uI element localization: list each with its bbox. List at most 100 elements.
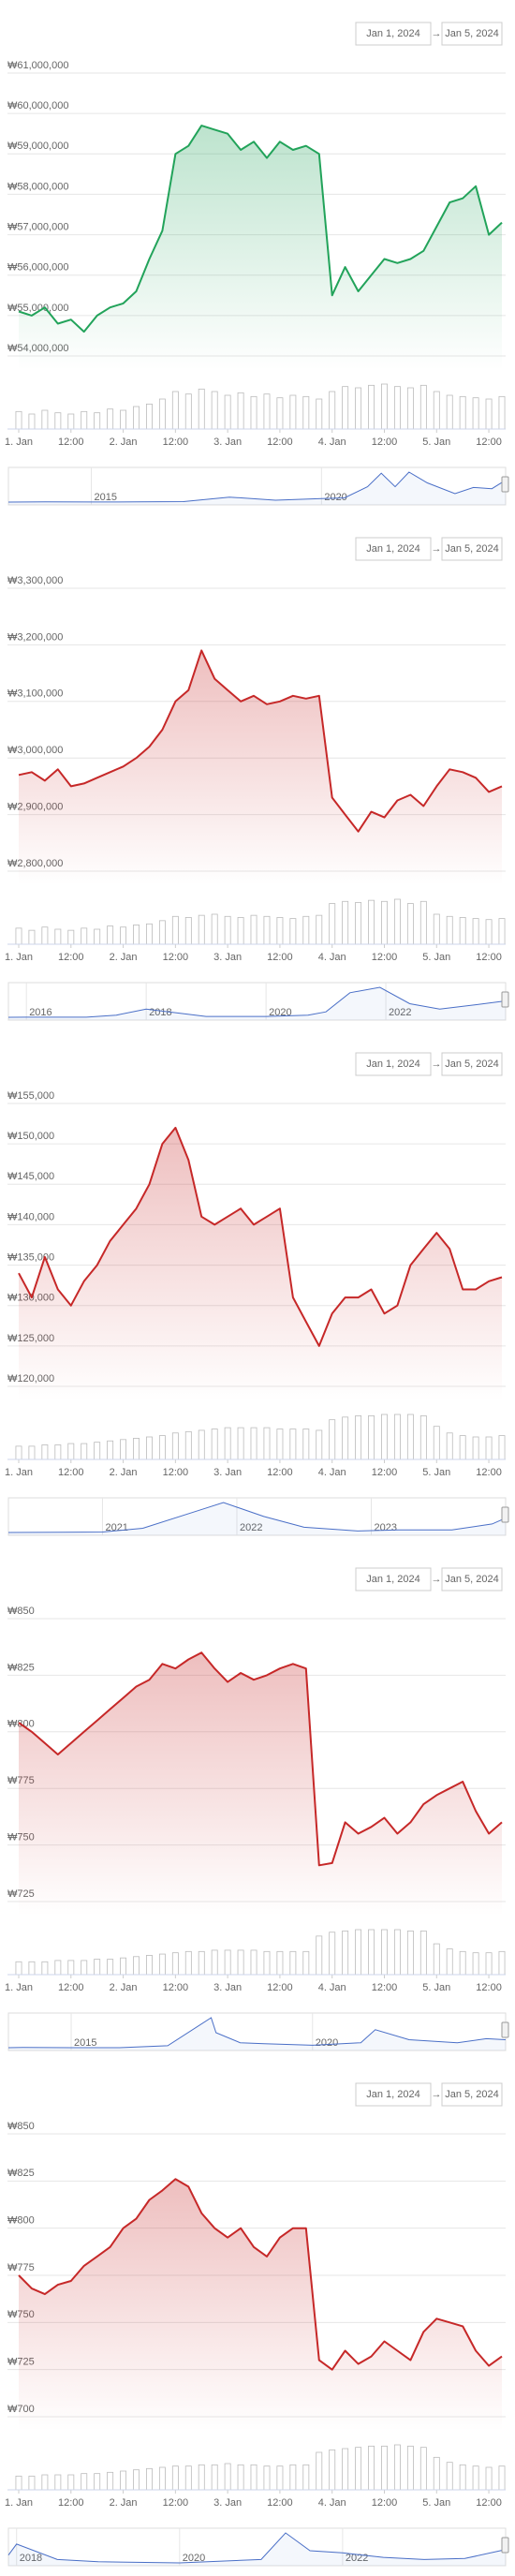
x-tick-label: 12:00 [476,1467,502,1478]
navigator-frame [7,1497,507,1536]
volume-bar [120,1957,127,1976]
x-tick-label: 12:00 [267,437,293,448]
navigator-handle[interactable] [501,476,509,493]
volume-bar [250,395,258,430]
range-to-input[interactable] [441,2082,503,2107]
navigator-frame [7,2012,507,2051]
navigator-tick-label: 2016 [29,1007,52,1018]
volume-bar [329,1419,336,1460]
y-tick-label: ₩57,000,000 [7,221,68,232]
x-tick-label: 1. Jan [5,2497,33,2509]
volume-bar [146,2467,153,2491]
range-to-input[interactable] [441,1567,503,1591]
volume-bar [94,2473,101,2491]
volume-bar [355,387,362,430]
x-tick-label: 12:00 [267,1982,293,1993]
volume-bar [237,1427,244,1460]
volume-bar [94,928,101,945]
volume-bar [81,1960,88,1976]
volume-bar [184,1950,192,1976]
range-to-input[interactable] [441,537,503,561]
volume-bar [224,2463,231,2491]
range-to-text: Jan 5, 2024 [445,543,499,555]
volume-bar [381,383,388,430]
x-tick-label: 1. Jan [5,1467,33,1478]
range-from-text: Jan 1, 2024 [366,28,420,39]
volume-bar [120,2470,127,2491]
volume-bar [15,410,22,430]
range-from-input[interactable] [355,2082,432,2107]
x-tick-label: 12:00 [267,1467,293,1478]
navigator-handle[interactable] [501,2021,509,2038]
volume-bar [28,1445,36,1460]
navigator-handle[interactable] [501,1506,509,1523]
y-tick-label: ₩60,000,000 [7,100,68,111]
volume-bar [433,1943,440,1976]
range-to-input[interactable] [441,1052,503,1076]
volume-bar [381,900,388,945]
price-line [18,125,503,333]
price-line [18,1126,503,1347]
volume-bar [263,1950,271,1976]
x-tick-label: 5. Jan [422,437,450,448]
navigator-tick-label: 2018 [149,1007,171,1018]
x-tick-label: 5. Jan [422,952,450,963]
volume-bar [263,393,271,430]
navigator-area [8,1503,506,1535]
volume-bar [342,900,349,945]
volume-bar [485,398,493,430]
chart-panel: Jan 1, 2024→Jan 5, 2024₩2,800,000₩2,900,… [5,537,509,1021]
y-tick-label: ₩58,000,000 [7,181,68,192]
y-tick-label: ₩155,000 [7,1090,54,1102]
range-from-input[interactable] [355,1567,432,1591]
volume-bar [316,2451,323,2491]
volume-bar [224,1949,231,1976]
x-tick-label: 2. Jan [110,437,138,448]
volume-bar [446,1948,453,1976]
price-line [18,1651,503,1867]
volume-bar [302,1429,310,1460]
volume-bar [224,1427,231,1460]
y-tick-label: ₩56,000,000 [7,262,68,274]
navigator-handle[interactable] [501,2537,509,2554]
volume-bar [446,1432,453,1460]
y-tick-label: ₩145,000 [7,1171,54,1182]
volume-bar [54,1444,62,1460]
navigator-handle[interactable] [501,991,509,1008]
x-tick-label: 5. Jan [422,1467,450,1478]
volume-bar [198,1429,205,1460]
volume-bar [28,929,36,945]
range-to-input[interactable] [441,22,503,46]
volume-bar [224,915,231,945]
x-tick-label: 12:00 [372,952,398,963]
volume-bar [459,917,466,945]
volume-bar [498,1950,506,1976]
volume-bar [263,915,271,945]
navigator-tick-label: 2020 [269,1007,291,1018]
range-from-input[interactable] [355,537,432,561]
volume-bar [41,1961,49,1976]
volume-bar [393,1929,401,1976]
volume-bar [368,1415,375,1460]
volume-bar [316,1935,323,1976]
range-from-text: Jan 1, 2024 [366,1574,420,1585]
volume-bar [263,2465,271,2491]
navigator-line [7,2532,507,2564]
range-from-input[interactable] [355,22,432,46]
price-line [18,2178,503,2371]
volume-bar [158,1435,166,1460]
volume-bar [302,915,310,945]
volume-bar [472,2465,479,2491]
volume-bar [316,398,323,430]
x-tick-label: 12:00 [372,437,398,448]
volume-bar [316,1429,323,1460]
volume-bar [184,917,192,945]
range-from-input[interactable] [355,1052,432,1076]
x-tick-label: 12:00 [58,1982,84,1993]
volume-bar [67,1443,75,1460]
y-tick-label: ₩3,100,000 [7,688,63,700]
volume-bar [171,915,179,945]
volume-bar [171,1432,179,1460]
volume-bar [146,403,153,430]
x-tick-label: 12:00 [372,1467,398,1478]
